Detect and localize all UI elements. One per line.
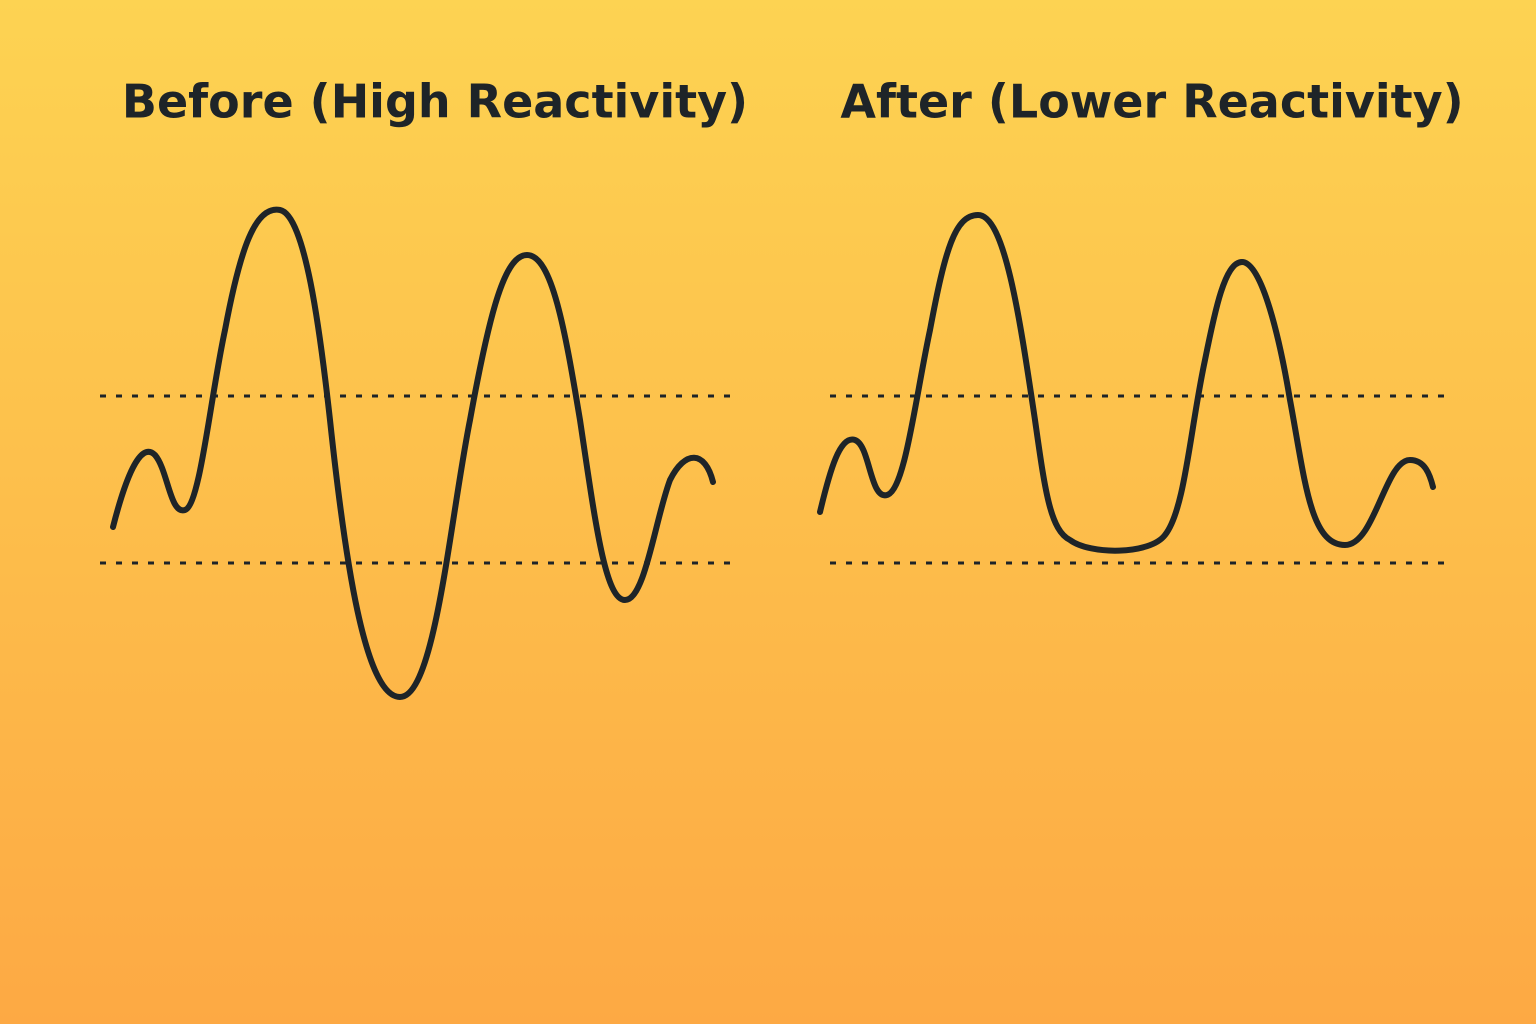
wave: [817, 212, 1436, 554]
panel-title: Before (High Reactivity): [122, 75, 748, 129]
wave: [110, 206, 716, 700]
panel-title: After (Lower Reactivity): [840, 75, 1463, 129]
after-panel: After (Lower Reactivity): [817, 75, 1464, 565]
before-panel: Before (High Reactivity): [100, 75, 748, 700]
